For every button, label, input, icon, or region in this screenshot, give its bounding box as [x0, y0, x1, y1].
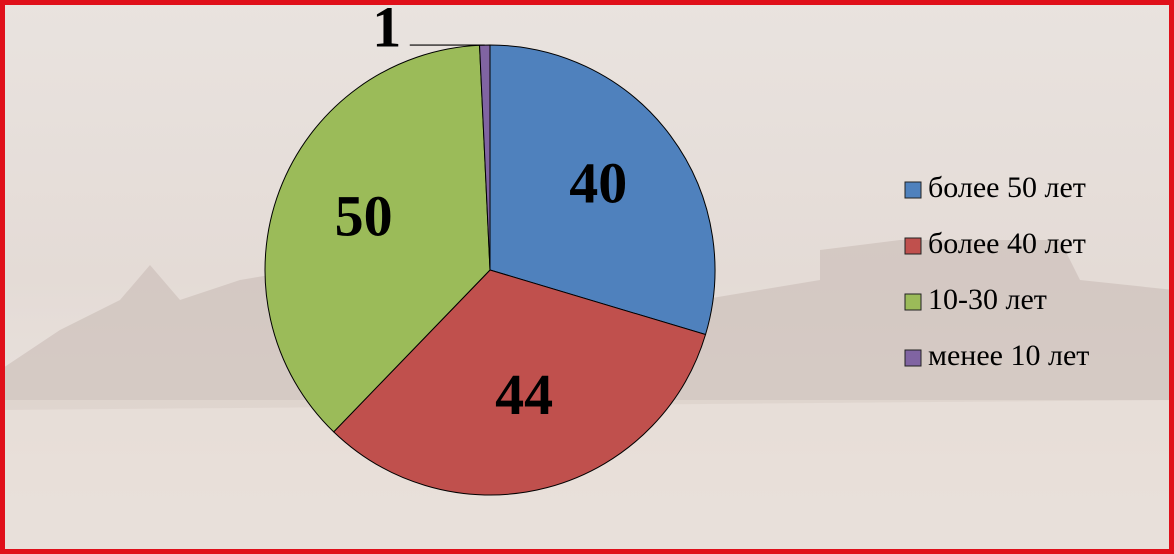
- legend-label: более 50 лет: [928, 171, 1086, 204]
- legend-label: менее 10 лет: [928, 339, 1089, 372]
- legend-swatch: [905, 182, 921, 198]
- data-label: 44: [495, 362, 553, 427]
- legend-label: 10-30 лет: [928, 283, 1047, 316]
- data-label: 50: [335, 184, 393, 249]
- legend-label: более 40 лет: [928, 227, 1086, 260]
- legend-swatch: [905, 350, 921, 366]
- chart: 40 44 50 1 более 50 лет более 40 лет 10-30 лет…: [0, 0, 1174, 554]
- data-label: 1: [372, 0, 401, 59]
- page: 40 44 50 1 более 50 лет более 40 лет 10-30 лет…: [0, 0, 1174, 554]
- legend-swatch: [905, 238, 921, 254]
- data-label: 40: [569, 151, 627, 216]
- legend-swatch: [905, 294, 921, 310]
